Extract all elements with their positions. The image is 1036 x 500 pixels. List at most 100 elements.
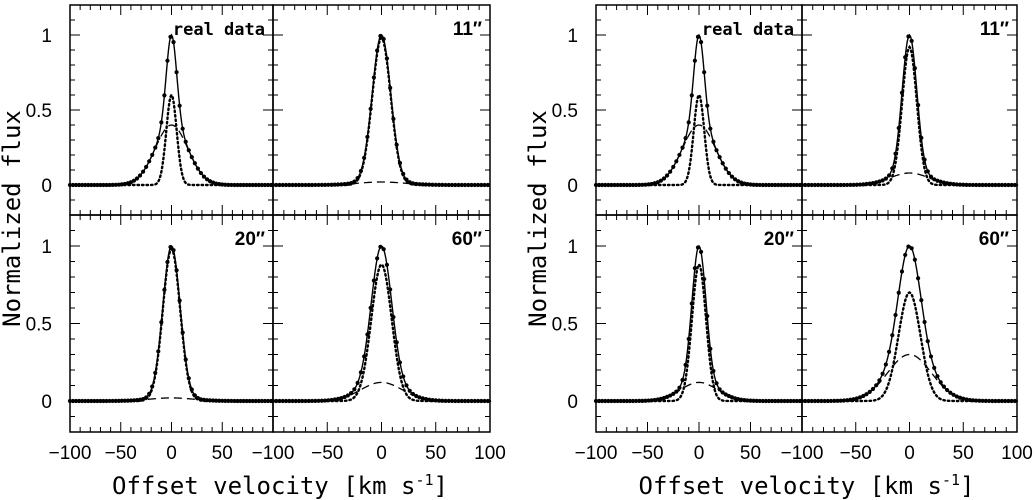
data-point xyxy=(162,287,167,293)
data-point xyxy=(945,181,950,186)
data-point xyxy=(637,398,642,404)
data-point xyxy=(70,398,76,404)
x-tick-label: −50 xyxy=(631,443,663,464)
data-point xyxy=(270,398,276,404)
panel-label: real data xyxy=(173,20,265,40)
total-profile-line xyxy=(802,245,1017,402)
data-point xyxy=(770,182,775,188)
data-point xyxy=(296,398,302,404)
data-point xyxy=(232,182,237,188)
data-point xyxy=(83,398,88,404)
data-point xyxy=(352,179,357,184)
data-point xyxy=(951,182,956,187)
data-point xyxy=(342,394,347,400)
x-tick-label: 100 xyxy=(474,443,506,464)
data-point xyxy=(624,182,630,188)
data-point xyxy=(861,182,866,187)
data-point xyxy=(1003,398,1008,404)
data-point xyxy=(603,182,608,188)
x-tick-label: −50 xyxy=(105,443,137,464)
data-point xyxy=(204,398,210,403)
data-point xyxy=(306,182,311,188)
data-point xyxy=(270,182,276,188)
data-point xyxy=(794,182,799,188)
data-point xyxy=(262,182,267,188)
x-axis-title: Offset velocity [km s-1] xyxy=(112,471,448,500)
data-point xyxy=(456,182,461,188)
data-point xyxy=(948,390,953,395)
data-point xyxy=(223,182,228,187)
data-point xyxy=(788,182,793,188)
data-point xyxy=(870,386,876,392)
data-point xyxy=(352,387,357,392)
data-point xyxy=(896,290,901,295)
data-point xyxy=(159,120,164,125)
data-point xyxy=(893,312,898,318)
data-point xyxy=(825,398,830,404)
data-point xyxy=(627,398,633,404)
data-point xyxy=(671,164,676,170)
data-point xyxy=(217,398,222,403)
data-point xyxy=(316,182,321,188)
data-point xyxy=(147,391,152,396)
data-point xyxy=(475,182,481,188)
data-point xyxy=(634,182,639,188)
data-point xyxy=(751,398,756,403)
data-point xyxy=(941,180,947,185)
data-point xyxy=(262,398,267,404)
x-axis-title: Offset velocity [km s-1] xyxy=(639,471,975,500)
data-point xyxy=(957,395,963,400)
broad-component-line xyxy=(596,124,802,186)
data-point xyxy=(449,182,455,188)
panel-1-3: 60″ −100 −50 0 50 100 xyxy=(781,214,1033,464)
data-point xyxy=(358,168,363,174)
total-profile-line xyxy=(596,33,802,186)
data-point xyxy=(122,398,127,403)
data-point xyxy=(763,398,769,404)
data-point xyxy=(423,397,429,402)
data-point xyxy=(235,182,240,188)
data-point xyxy=(993,182,998,188)
data-point xyxy=(329,182,334,187)
data-point xyxy=(683,136,688,141)
data-point xyxy=(101,398,106,404)
data-point xyxy=(137,173,143,178)
data-point xyxy=(430,397,435,403)
data-point xyxy=(462,182,468,188)
data-point xyxy=(459,398,464,404)
data-point xyxy=(695,245,701,250)
data-point xyxy=(773,182,778,188)
data-point xyxy=(355,176,360,181)
data-point xyxy=(378,244,383,249)
panel-label: 20″ xyxy=(235,229,265,250)
data-point xyxy=(680,145,685,150)
data-point xyxy=(677,152,682,158)
data-point xyxy=(848,182,853,187)
panel-1-1: 11″ xyxy=(799,4,1019,216)
broad-component-line xyxy=(273,181,490,186)
data-point xyxy=(368,305,373,310)
data-point xyxy=(838,398,843,403)
data-point xyxy=(782,182,787,188)
data-point xyxy=(475,398,481,404)
panel-0-2: 20″ 0 0.5 1 −100 −50 0 50 xyxy=(26,214,275,464)
data-point xyxy=(469,398,474,404)
y-tick-label: 0 xyxy=(567,392,578,413)
data-point xyxy=(394,340,399,345)
data-point xyxy=(306,398,311,404)
data-point xyxy=(906,244,911,249)
data-point xyxy=(404,383,409,388)
data-point xyxy=(637,182,642,188)
data-point xyxy=(903,55,908,60)
data-point xyxy=(745,398,750,403)
y-tick-label: 0.5 xyxy=(552,101,578,122)
data-point xyxy=(259,398,264,404)
data-point xyxy=(593,398,599,404)
data-point xyxy=(414,393,419,399)
data-point xyxy=(698,249,704,254)
data-point xyxy=(705,313,710,319)
data-point xyxy=(375,48,380,53)
x-tick-label: 50 xyxy=(953,443,974,464)
data-point xyxy=(983,182,988,188)
